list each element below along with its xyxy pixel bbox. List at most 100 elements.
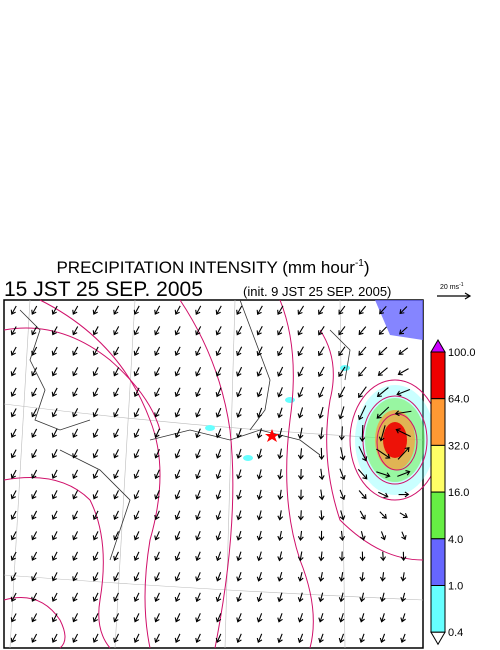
wind-arrow	[154, 613, 160, 623]
wind-arrow	[297, 633, 304, 644]
wind-arrow	[277, 530, 284, 541]
wind-arrow	[318, 530, 325, 542]
wind-arrow	[195, 346, 202, 357]
colorbar-label: 32.0	[448, 440, 469, 452]
wind-arrow	[215, 326, 222, 336]
colorbar-segment	[430, 491, 446, 540]
wind-arrow	[154, 469, 160, 480]
reference-label-text: 20 ms	[440, 284, 460, 291]
wind-arrow	[92, 592, 99, 602]
wind-arrow	[10, 326, 17, 336]
wind-arrow	[174, 551, 181, 562]
wind-arrow	[400, 592, 407, 603]
wind-arrow	[400, 613, 406, 623]
wind-arrow	[72, 469, 79, 479]
wind-arrow	[10, 490, 17, 500]
wind-arrow	[31, 490, 38, 500]
wind-arrow	[195, 551, 201, 562]
wind-arrow	[338, 613, 345, 623]
reference-arrow	[437, 292, 472, 300]
wind-arrow	[317, 346, 325, 357]
wind-arrow	[113, 408, 120, 418]
wind-arrow	[195, 531, 201, 541]
wind-arrow	[396, 389, 411, 397]
wind-arrow	[215, 489, 222, 500]
wind-arrow	[399, 512, 408, 519]
colorbar-label: 1.0	[448, 581, 463, 593]
wind-arrow	[72, 490, 79, 500]
wind-arrow	[195, 633, 201, 644]
wind-arrow	[154, 367, 161, 377]
wind-arrow	[154, 551, 160, 562]
wind-arrow	[31, 551, 38, 561]
wind-arrow	[318, 551, 325, 562]
wind-arrow	[297, 510, 304, 521]
wind-arrow	[236, 551, 242, 562]
wind-arrow	[339, 551, 345, 562]
title-end: )	[364, 258, 370, 277]
wind-arrow	[195, 469, 201, 480]
wind-arrow	[318, 305, 325, 315]
wind-arrow	[277, 571, 283, 582]
wind-arrow	[359, 551, 366, 562]
wind-arrow	[297, 448, 304, 460]
wind-arrow	[339, 447, 346, 461]
wind-arrow	[174, 469, 181, 480]
wind-arrow	[113, 531, 119, 541]
wind-arrow	[92, 469, 99, 479]
rain-area	[375, 300, 423, 340]
wind-arrow	[72, 551, 79, 561]
wind-arrow	[10, 387, 17, 397]
wind-arrow	[51, 387, 58, 397]
wind-arrow	[31, 367, 38, 377]
wind-arrow	[31, 346, 38, 356]
wind-arrow	[338, 633, 345, 644]
wind-arrow	[31, 469, 38, 479]
wind-arrow	[400, 572, 407, 582]
wind-arrow	[379, 613, 386, 623]
wind-arrow	[215, 387, 222, 398]
wind-arrow	[174, 346, 181, 357]
wind-arrow	[10, 408, 17, 418]
wind-arrow	[398, 491, 410, 498]
wind-arrow	[92, 367, 99, 377]
wind-arrow	[277, 346, 284, 357]
wind-arrow	[318, 489, 325, 501]
wind-arrow	[236, 448, 242, 459]
wind-arrow	[359, 572, 366, 582]
wind-arrow	[215, 551, 222, 562]
wind-arrow	[195, 326, 202, 336]
wind-arrow	[72, 387, 79, 397]
wind-arrow	[31, 326, 38, 336]
wind-arrow	[358, 446, 368, 462]
wind-arrow	[215, 448, 222, 459]
wind-arrow	[92, 387, 99, 397]
wind-arrow	[297, 571, 304, 582]
wind-arrow	[236, 530, 242, 541]
wind-arrow	[31, 408, 38, 418]
wind-arrow	[256, 387, 263, 398]
wind-arrow	[51, 510, 58, 520]
wind-arrow	[317, 386, 325, 398]
wind-arrow	[154, 592, 160, 603]
wind-arrow	[10, 633, 17, 643]
wind-arrow	[51, 613, 58, 623]
wind-arrow	[51, 490, 58, 500]
wind-arrow	[394, 410, 412, 417]
wind-arrow	[318, 633, 324, 644]
wind-arrow	[215, 428, 222, 439]
wind-arrow	[215, 469, 222, 480]
wind-arrow	[236, 489, 242, 500]
wind-arrow	[174, 305, 181, 315]
wind-arrow	[174, 387, 181, 398]
wind-arrow	[236, 305, 243, 315]
wind-arrow	[359, 531, 366, 541]
title-text: PRECIPITATION INTENSITY (mm hour	[56, 258, 355, 277]
wind-arrow	[174, 592, 181, 603]
wind-arrow	[338, 406, 345, 420]
wind-arrow	[154, 531, 160, 541]
wind-arrow	[174, 428, 181, 439]
wind-arrow	[72, 305, 79, 315]
wind-arrow	[400, 633, 406, 643]
wind-arrow	[378, 491, 389, 499]
